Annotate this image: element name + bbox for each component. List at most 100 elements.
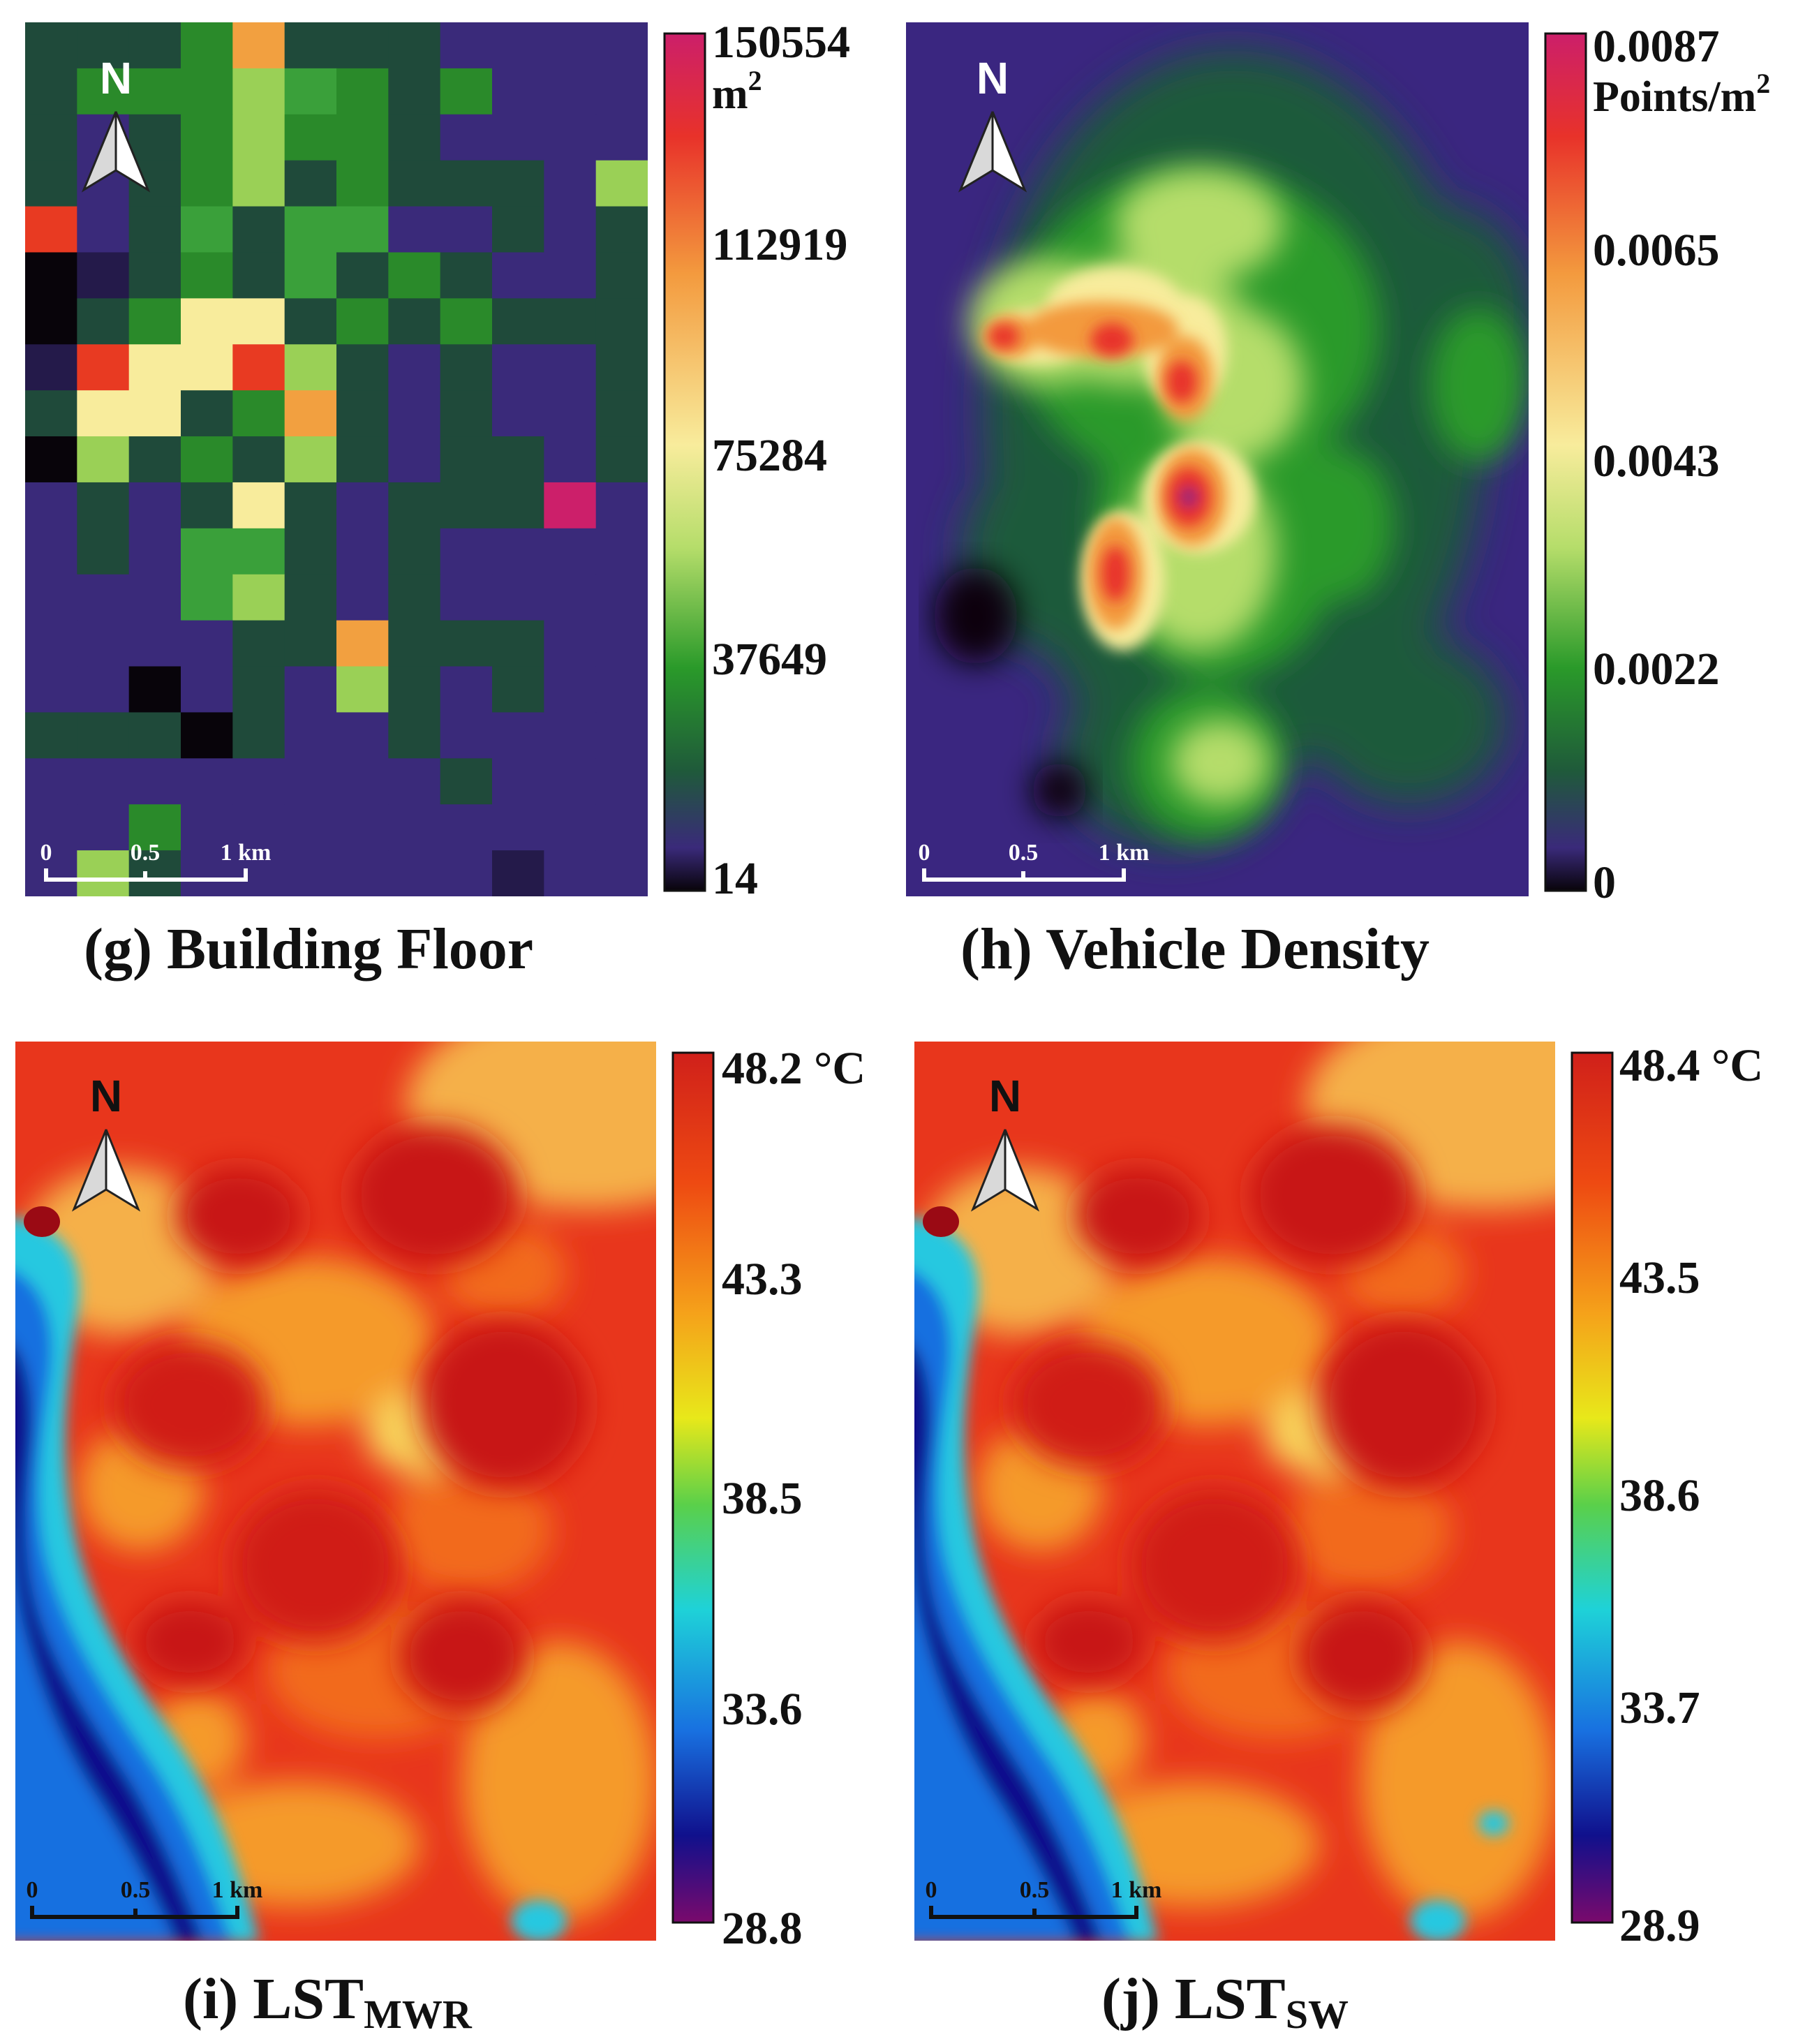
floor-raster-cell xyxy=(492,114,544,161)
floor-raster-cell xyxy=(596,621,648,667)
vehicle-density-colorbar xyxy=(1544,32,1589,894)
floor-raster-cell xyxy=(492,482,544,528)
floor-raster-cell xyxy=(544,114,596,161)
floor-raster-cell xyxy=(440,161,493,207)
floor-raster-cell xyxy=(129,252,181,298)
floor-raster-cell xyxy=(285,667,337,713)
floor-raster-cell xyxy=(129,528,181,575)
floor-raster-cell xyxy=(440,22,493,68)
scale-tick-half: 0.5 xyxy=(1009,840,1039,866)
floor-raster-cell xyxy=(25,575,77,621)
floor-raster-cell xyxy=(232,252,285,298)
floor-raster-cell xyxy=(440,575,493,621)
lst-mwr-colorbar xyxy=(671,1051,716,1925)
floor-raster-cell xyxy=(596,528,648,575)
floor-raster-cell xyxy=(336,68,389,114)
floor-raster-cell xyxy=(285,207,337,253)
floor-raster-cell xyxy=(129,22,181,68)
floor-raster-cell xyxy=(544,804,596,850)
floor-raster-cell xyxy=(492,528,544,575)
floor-raster-cell xyxy=(336,712,389,758)
colorbar-tick-4: 33.6 xyxy=(722,1687,803,1733)
floor-raster-cell xyxy=(388,667,440,713)
floor-raster-cell xyxy=(77,298,129,344)
floor-raster-cell xyxy=(285,482,337,528)
floor-raster-cell xyxy=(492,161,544,207)
floor-raster-cell xyxy=(77,667,129,713)
floor-raster-cell xyxy=(440,114,493,161)
colorbar-tick-min: 28.9 xyxy=(1619,1903,1700,1949)
floor-raster-cell xyxy=(285,252,337,298)
floor-raster-cell xyxy=(440,344,493,390)
floor-raster-cell xyxy=(440,528,493,575)
floor-raster-cell xyxy=(181,528,233,575)
colorbar-tick-max: 150554 xyxy=(712,20,850,66)
caption-subscript: MWR xyxy=(364,1992,472,2037)
floor-raster-cell xyxy=(544,575,596,621)
floor-raster-cell xyxy=(336,207,389,253)
floor-raster-cell xyxy=(440,207,493,253)
floor-raster-cell xyxy=(77,344,129,390)
floor-raster-cell xyxy=(388,804,440,850)
floor-raster-cell xyxy=(129,621,181,667)
colorbar-tick-min: 28.8 xyxy=(722,1906,803,1952)
floor-raster-cell xyxy=(440,621,493,667)
floor-raster-cell xyxy=(181,252,233,298)
floor-raster-cell xyxy=(596,667,648,713)
floor-raster-cell xyxy=(596,344,648,390)
caption-title: LST xyxy=(253,1967,364,2031)
floor-raster-cell xyxy=(596,575,648,621)
floor-raster-cell xyxy=(596,436,648,482)
floor-raster-cell xyxy=(232,712,285,758)
floor-raster-cell xyxy=(492,298,544,344)
floor-raster-cell xyxy=(388,252,440,298)
caption-title: Vehicle Density xyxy=(1046,917,1430,982)
floor-raster-cell xyxy=(440,850,493,896)
floor-raster-cell xyxy=(129,667,181,713)
floor-raster-cell xyxy=(596,252,648,298)
colorbar-tick-max: 0.0087 xyxy=(1593,24,1720,70)
floor-raster-cell xyxy=(25,436,77,482)
floor-raster-cell xyxy=(25,528,77,575)
north-label: N xyxy=(989,1071,1021,1121)
colorbar-tick-3: 38.6 xyxy=(1619,1473,1700,1519)
floor-raster-cell xyxy=(440,712,493,758)
scale-tick-0: 0 xyxy=(27,1877,38,1903)
floor-raster-cell xyxy=(129,207,181,253)
scale-tick-half: 0.5 xyxy=(121,1877,151,1903)
floor-raster-cell xyxy=(232,667,285,713)
floor-raster-cell xyxy=(596,758,648,804)
building-floor-colorbar xyxy=(663,32,708,894)
floor-raster-cell xyxy=(596,161,648,207)
floor-raster-cell xyxy=(181,114,233,161)
floor-raster-cell xyxy=(25,114,77,161)
lst-sw-colorbar xyxy=(1571,1051,1615,1925)
floor-raster-cell xyxy=(492,804,544,850)
floor-raster-cell xyxy=(232,758,285,804)
floor-raster-cell xyxy=(181,621,233,667)
floor-raster-cell xyxy=(440,667,493,713)
north-label: N xyxy=(977,53,1009,103)
floor-raster-cell xyxy=(388,114,440,161)
colorbar-unit: m2 xyxy=(712,67,762,116)
caption-building-floor: (g) Building Floor xyxy=(84,920,533,979)
floor-raster-cell xyxy=(181,758,233,804)
floor-raster-cell xyxy=(336,804,389,850)
floor-raster-cell xyxy=(232,575,285,621)
floor-raster-cell xyxy=(388,482,440,528)
floor-raster-cell xyxy=(492,758,544,804)
floor-raster-cell xyxy=(544,528,596,575)
floor-raster-cell xyxy=(596,390,648,436)
floor-raster-cell xyxy=(77,528,129,575)
floor-raster-cell xyxy=(336,298,389,344)
building-floor-map: N 0 0.5 1 km xyxy=(25,22,648,896)
floor-raster-cell xyxy=(129,298,181,344)
floor-raster-cell xyxy=(25,712,77,758)
floor-raster-cell xyxy=(336,344,389,390)
floor-raster-cell xyxy=(544,207,596,253)
floor-raster-cell xyxy=(544,712,596,758)
floor-raster-cell xyxy=(492,22,544,68)
floor-raster-cell xyxy=(336,390,389,436)
vehicle-density-map: N 0 0.5 1 km xyxy=(906,22,1529,896)
floor-raster-cell xyxy=(492,344,544,390)
